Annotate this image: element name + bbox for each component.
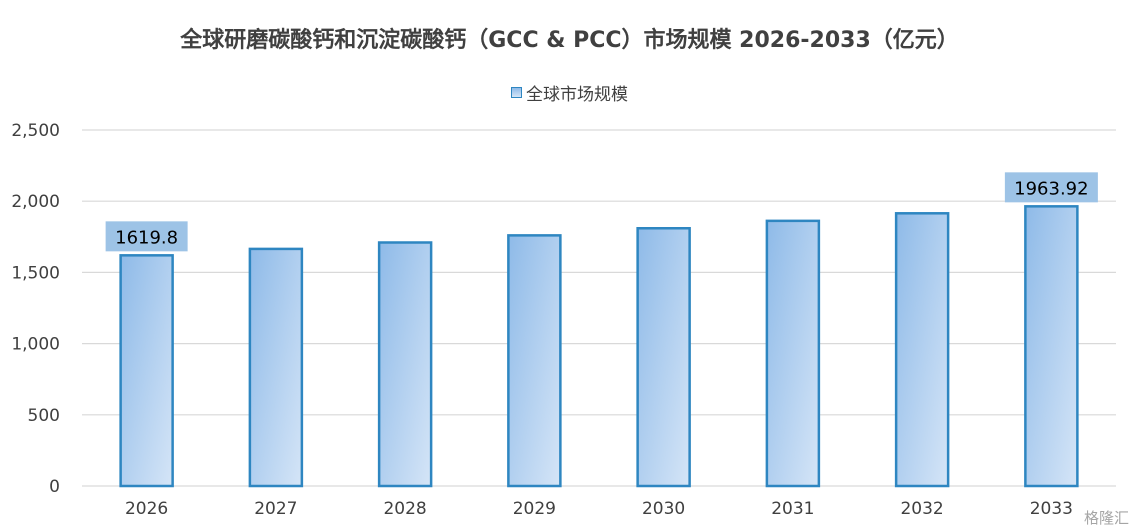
x-tick-label: 2032: [900, 499, 943, 519]
legend-swatch: [511, 87, 522, 98]
legend-label: 全球市场规模: [526, 85, 628, 105]
x-tick-label: 2029: [513, 499, 556, 519]
bar: [248, 247, 304, 488]
bar: [1024, 205, 1079, 488]
data-label-box: [1004, 172, 1098, 203]
bar: [765, 219, 821, 488]
y-tick-label: 0: [49, 477, 60, 497]
watermark-logo: 格隆汇: [1083, 509, 1129, 527]
bar: [507, 234, 562, 488]
data-label: 1963.92: [1014, 178, 1088, 199]
bar: [377, 241, 433, 488]
x-tick-label: 2028: [383, 499, 426, 519]
y-tick-label: 500: [28, 406, 60, 426]
y-tick-label: 2,500: [11, 121, 60, 141]
chart-title: 全球研磨碳酸钙和沉淀碳酸钙（GCC & PCC）市场规模 2026-2033（亿…: [180, 28, 959, 53]
y-tick-label: 1,000: [11, 335, 60, 355]
bar: [119, 254, 174, 488]
x-tick-label: 2031: [771, 499, 814, 519]
data-label-box: [105, 221, 188, 252]
y-tick-label: 2,000: [11, 192, 60, 212]
x-tick-label: 2027: [254, 499, 297, 519]
legend: 全球市场规模: [0, 80, 1139, 105]
data-label: 1619.8: [115, 227, 178, 248]
x-tick-label: 2026: [125, 499, 168, 519]
x-tick-label: 2033: [1030, 499, 1073, 519]
y-tick-label: 1,500: [11, 263, 60, 283]
x-tick-label: 2030: [642, 499, 685, 519]
bar: [894, 212, 950, 488]
bar: [636, 227, 691, 488]
